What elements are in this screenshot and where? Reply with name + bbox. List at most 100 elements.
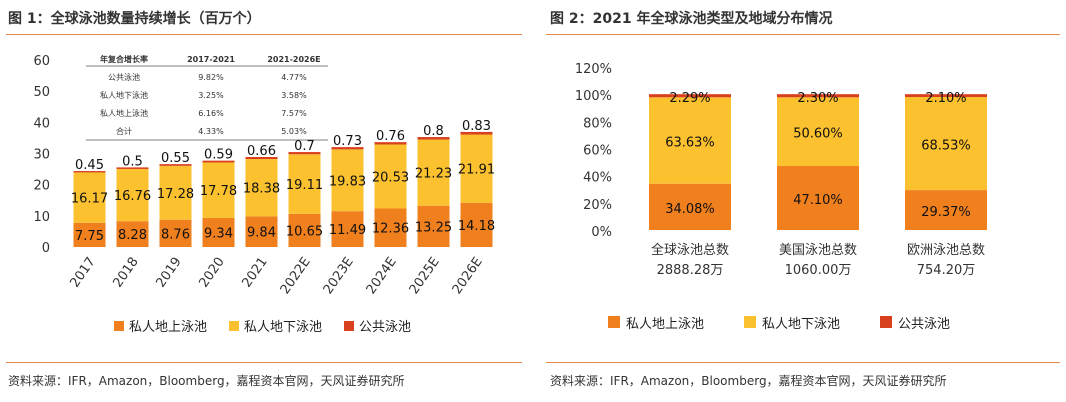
table-cell: 5.03%: [281, 127, 307, 136]
bar-segment: [417, 139, 450, 206]
y-tick-label: 80%: [583, 116, 612, 131]
bar-segment: [202, 217, 235, 247]
data-label: 9.34: [204, 226, 233, 241]
bar-segment: [417, 137, 450, 140]
bar-segment: [202, 162, 235, 218]
legend-label: 公共泳池: [359, 320, 411, 335]
table-cell: 合计: [116, 126, 132, 136]
left-chart-title: 图 1：全球泳池数量持续增长（百万个）: [8, 11, 261, 27]
y-tick-label: 0%: [591, 225, 612, 240]
data-label: 0.8: [423, 124, 444, 139]
data-label: 2.30%: [797, 91, 838, 106]
right-source-rule: [546, 362, 1060, 363]
x-tick-label: 2025E: [407, 255, 443, 297]
legend-label: 私人地上泳池: [626, 317, 704, 332]
bar-segment: [331, 147, 364, 150]
bar-segment: [245, 156, 278, 160]
data-label: 21.91: [458, 163, 495, 178]
data-label: 18.38: [243, 182, 280, 197]
left-bar-chart: 年复合增长率 2017-2021 2021-2026E 公共泳池 9.82% 4.77% 私…: [33, 54, 495, 335]
x-tick-label: 2024E: [364, 255, 400, 297]
x-category-sublabel: 1060.00万: [785, 263, 852, 278]
bar-segment: [288, 154, 321, 214]
x-category-label: 全球泳池总数: [651, 242, 729, 258]
data-label: 2.10%: [925, 91, 966, 106]
right-bar-chart: 0% 20% 40% 60% 80% 100% 120% 全球泳池总数 2888.28万 美国泳池…: [575, 62, 987, 332]
bar-segment: [331, 149, 364, 212]
right-chart-title: 图 2：2021 年全球泳池类型及地域分布情况: [550, 11, 833, 27]
legend-swatch: [608, 316, 620, 328]
bar-segment: [374, 144, 407, 209]
bar-segment: [417, 205, 450, 247]
right-title-rule: [546, 34, 1060, 35]
bar-segment: [460, 131, 493, 135]
legend-label: 私人地下泳池: [244, 320, 322, 335]
legend-label: 私人地上泳池: [129, 320, 207, 335]
data-label: 0.5: [122, 154, 143, 169]
bar-segment: [202, 160, 235, 163]
data-label: 17.28: [157, 187, 194, 202]
x-tick-label: 2021: [240, 255, 271, 291]
bar-segment: [374, 208, 407, 247]
data-label: 63.63%: [665, 135, 715, 150]
bar-segment: [777, 94, 859, 98]
x-category-label: 美国泳池总数: [779, 243, 857, 258]
x-category-sublabel: 754.20万: [917, 263, 976, 278]
table-cell: 4.33%: [198, 127, 224, 136]
bar-segment: [905, 94, 987, 98]
data-label: 10.65: [286, 224, 323, 239]
data-label: 0.55: [161, 151, 190, 166]
data-label: 34.08%: [665, 202, 715, 217]
y-tick-label: 0: [42, 241, 50, 256]
data-label: 21.23: [415, 167, 452, 182]
bar-segment: [116, 167, 149, 169]
y-tick-label: 20%: [583, 198, 612, 213]
x-category-label: 欧洲泳池总数: [907, 243, 985, 258]
bar-segment: [245, 216, 278, 247]
y-tick-label: 30: [33, 148, 50, 163]
data-label: 47.10%: [793, 193, 843, 208]
right-y-axis: 0% 20% 40% 60% 80% 100% 120% 全球泳池总数 2888.28万 美国泳池…: [575, 62, 985, 278]
bar-segment: [460, 202, 493, 247]
y-tick-label: 50: [33, 85, 50, 100]
y-tick-label: 120%: [575, 62, 612, 77]
legend-label: 公共泳池: [898, 317, 950, 332]
data-label: 0.45: [75, 158, 104, 173]
x-tick-label: 2020: [197, 255, 228, 291]
bar-segment: [159, 164, 192, 166]
data-label: 29.37%: [921, 205, 971, 220]
data-label: 0.59: [204, 148, 233, 163]
table-cell: 私人地下泳池: [100, 90, 148, 100]
bar-segment: [116, 168, 149, 222]
legend-label: 私人地下泳池: [762, 317, 840, 332]
bar-segment: [159, 165, 192, 220]
y-tick-label: 60: [33, 54, 50, 69]
data-label: 0.76: [376, 129, 405, 144]
legend-swatch: [880, 316, 892, 328]
legend-swatch: [344, 321, 354, 331]
bar-segment: [374, 142, 407, 145]
data-label: 20.53: [372, 170, 409, 185]
x-tick-label: 2018: [111, 255, 142, 291]
table-cell: 3.58%: [281, 91, 307, 100]
x-tick-label: 2026E: [450, 255, 486, 297]
table-header-cell: 年复合增长率: [100, 54, 148, 64]
data-label: 2.29%: [669, 91, 710, 106]
bar-segment: [159, 219, 192, 247]
data-label: 0.73: [333, 134, 362, 149]
table-cell: 6.16%: [198, 109, 224, 118]
x-tick-label: 2017: [68, 255, 99, 291]
bar-segment: [73, 171, 106, 173]
x-tick-label: 2022E: [278, 255, 314, 297]
y-tick-label: 100%: [575, 89, 612, 104]
data-label: 16.17: [71, 192, 108, 207]
left-title-rule: [6, 34, 522, 35]
data-label: 7.75: [75, 229, 104, 244]
data-label: 8.28: [118, 228, 147, 243]
bar-segment: [460, 134, 493, 203]
data-label: 68.53%: [921, 139, 971, 154]
left-legend: 私人地上泳池 私人地下泳池 公共泳池: [114, 320, 411, 335]
table-cell: 私人地上泳池: [100, 108, 148, 118]
data-label: 19.11: [286, 178, 323, 193]
bar-segment: [73, 172, 106, 223]
